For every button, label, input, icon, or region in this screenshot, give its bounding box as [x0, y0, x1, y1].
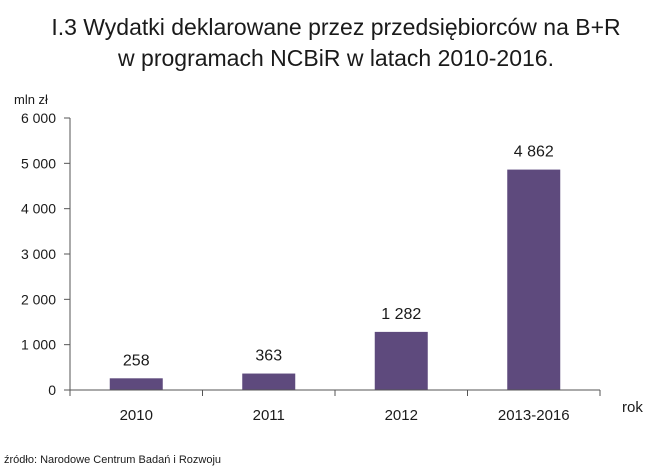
chart-title-line-1: I.3 Wydatki deklarowane przez przedsiębi… — [51, 14, 621, 40]
bar-data-label: 258 — [123, 352, 150, 369]
y-tick-label: 5 000 — [21, 155, 56, 171]
bar-data-label: 4 862 — [514, 144, 554, 161]
bar — [242, 373, 296, 390]
y-tick-label: 1 000 — [21, 337, 56, 353]
y-tick-label: 4 000 — [21, 201, 56, 217]
bar-data-label: 1 282 — [381, 306, 421, 323]
x-tick-label: 2010 — [120, 407, 153, 424]
x-axis-label: rok — [622, 399, 643, 416]
source-note: źródło: Narodowe Centrum Badań i Rozwoju — [4, 454, 222, 466]
y-tick-label: 3 000 — [21, 246, 56, 262]
bar-data-label: 363 — [255, 348, 282, 365]
chart-title: I.3 Wydatki deklarowane przez przedsiębi… — [0, 12, 672, 74]
bar — [374, 331, 428, 390]
y-tick-label: 0 — [48, 382, 56, 398]
bar — [109, 378, 163, 390]
x-tick-label: 2011 — [253, 407, 285, 424]
bar — [507, 169, 561, 390]
y-axis-label: mln zł — [14, 92, 48, 107]
x-tick-label: 2013-2016 — [498, 407, 570, 424]
y-tick-label: 2 000 — [21, 291, 56, 307]
x-tick-label: 2012 — [385, 407, 418, 424]
y-tick-label: 6 000 — [21, 110, 56, 126]
chart-title-line-2: w programach NCBiR w latach 2010-2016. — [118, 45, 554, 71]
